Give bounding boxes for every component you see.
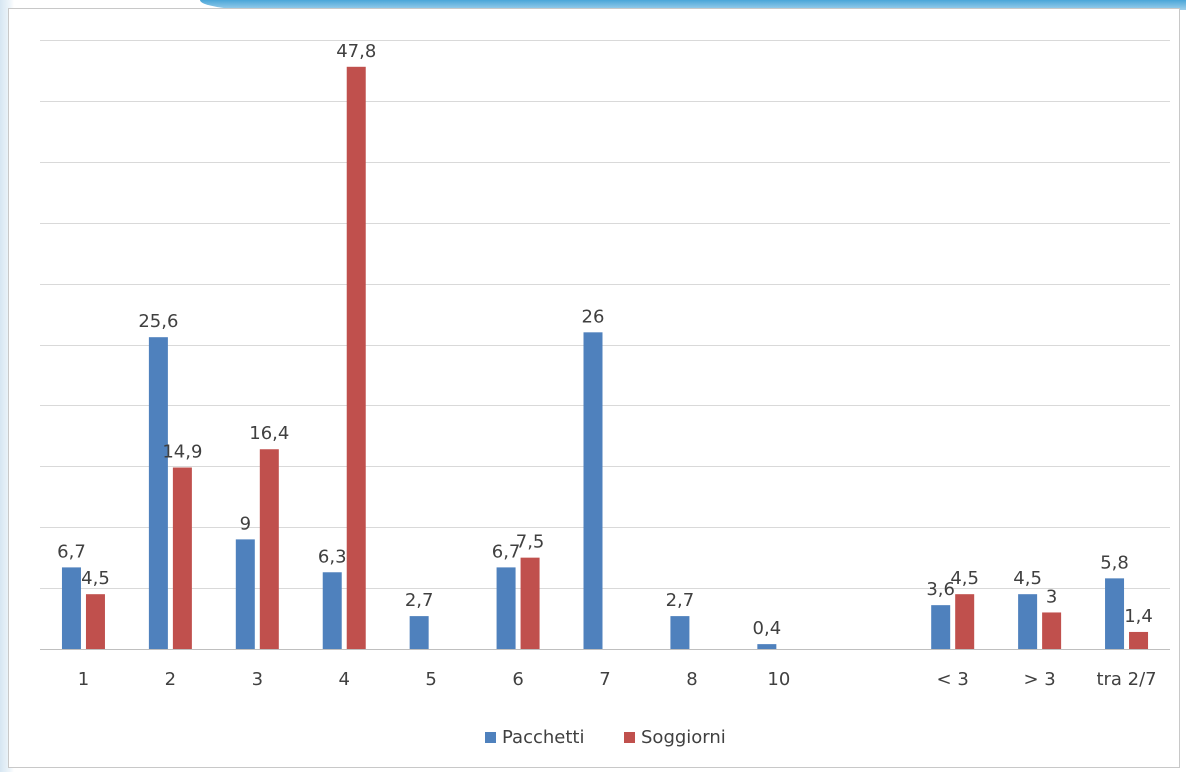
- data-label-soggiorni-1: 14,9: [162, 442, 202, 463]
- x-tick-label: 6: [512, 669, 523, 690]
- data-label-soggiorni-2: 16,4: [249, 423, 289, 444]
- x-tick-label: 2: [165, 669, 176, 690]
- bar-pacchetti-6: [583, 332, 603, 649]
- x-tick-label: 4: [339, 669, 350, 690]
- x-tick-label: 8: [686, 669, 697, 690]
- legend-label-soggiorni: Soggiorni: [641, 727, 726, 748]
- bar-pacchetti-2: [235, 539, 255, 649]
- data-label-soggiorni-5: 7,5: [516, 532, 545, 553]
- data-label-pacchetti-6: 26: [582, 306, 605, 327]
- bar-soggiorni-10: [955, 594, 975, 649]
- bar-pacchetti-5: [496, 567, 516, 649]
- data-label-pacchetti-12: 5,8: [1100, 552, 1129, 573]
- data-label-pacchetti-4: 2,7: [405, 590, 434, 611]
- bar-pacchetti-7: [670, 616, 690, 649]
- legend-swatch-soggiorni: [624, 732, 635, 743]
- bar-soggiorni-5: [520, 557, 540, 649]
- bar-pacchetti-3: [322, 572, 342, 649]
- gridlines: [40, 40, 1170, 650]
- data-label-soggiorni-12: 1,4: [1124, 606, 1153, 627]
- slide-top-decoration: [200, 0, 1186, 10]
- legend-label-pacchetti: Pacchetti: [502, 727, 584, 748]
- bar-soggiorni-2: [259, 449, 279, 649]
- data-label-soggiorni-11: 3: [1046, 586, 1057, 607]
- bar-soggiorni-3: [346, 66, 366, 649]
- data-label-pacchetti-0: 6,7: [57, 541, 86, 562]
- data-label-pacchetti-7: 2,7: [666, 590, 695, 611]
- data-label-pacchetti-11: 4,5: [1013, 568, 1042, 589]
- legend-swatch-pacchetti: [485, 732, 496, 743]
- x-tick-label: 5: [425, 669, 436, 690]
- data-label-pacchetti-8: 0,4: [753, 618, 782, 639]
- data-label-pacchetti-3: 6,3: [318, 546, 347, 567]
- data-label-pacchetti-2: 9: [240, 513, 251, 534]
- x-tick-label: 1: [78, 669, 89, 690]
- bar-pacchetti-11: [1018, 594, 1038, 649]
- data-label-pacchetti-1: 25,6: [138, 311, 178, 332]
- x-tick-label: 10: [767, 669, 790, 690]
- legend: Pacchetti Soggiorni: [485, 727, 726, 748]
- bar-pacchetti-8: [757, 644, 777, 649]
- x-tick-label: > 3: [1023, 669, 1055, 690]
- x-tick-label: 3: [252, 669, 263, 690]
- bar-pacchetti-10: [931, 605, 951, 649]
- x-tick-label: < 3: [937, 669, 969, 690]
- bar-pacchetti-12: [1105, 578, 1125, 649]
- bars: [61, 66, 1149, 649]
- bar-pacchetti-0: [61, 567, 81, 649]
- data-labels: 6,74,525,614,9916,46,347,82,76,77,5262,7…: [57, 41, 1153, 639]
- data-label-pacchetti-5: 6,7: [492, 541, 521, 562]
- x-tick-label: 7: [599, 669, 610, 690]
- x-tick-label: tra 2/7: [1096, 669, 1156, 690]
- data-label-soggiorni-0: 4,5: [81, 568, 110, 589]
- bar-soggiorni-11: [1042, 612, 1062, 649]
- bar-soggiorni-0: [85, 594, 105, 649]
- bar-soggiorni-12: [1129, 631, 1149, 649]
- data-label-soggiorni-10: 4,5: [950, 568, 979, 589]
- x-axis-tick-labels: 1 2 3 4 5 6 7 8 10 < 3 > 3 tra 2/7: [78, 669, 1157, 690]
- bar-pacchetti-1: [148, 337, 168, 649]
- bar-soggiorni-1: [172, 467, 192, 649]
- data-label-pacchetti-10: 3,6: [926, 579, 955, 600]
- data-label-soggiorni-3: 47,8: [336, 41, 376, 62]
- bar-pacchetti-4: [409, 616, 429, 649]
